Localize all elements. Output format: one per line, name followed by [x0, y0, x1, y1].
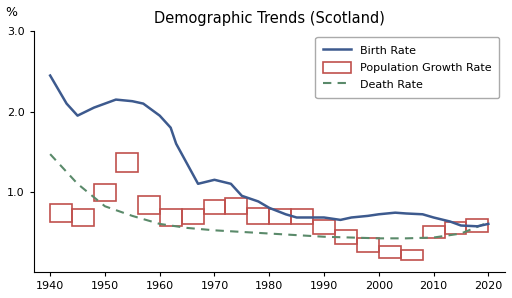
- Bar: [357, 238, 379, 252]
- Text: %: %: [6, 6, 17, 19]
- Bar: [182, 209, 203, 224]
- Bar: [225, 198, 247, 214]
- Title: Demographic Trends (Scotland): Demographic Trends (Scotland): [154, 11, 385, 26]
- Bar: [291, 209, 313, 224]
- Bar: [50, 204, 72, 222]
- Bar: [247, 208, 269, 224]
- Bar: [269, 209, 291, 224]
- Bar: [72, 209, 94, 226]
- Bar: [313, 220, 335, 234]
- Bar: [466, 219, 488, 232]
- Bar: [422, 226, 444, 238]
- Bar: [335, 230, 357, 244]
- Bar: [138, 196, 160, 214]
- Bar: [379, 246, 401, 257]
- Bar: [444, 222, 466, 234]
- Legend: Birth Rate, Population Growth Rate, Death Rate: Birth Rate, Population Growth Rate, Deat…: [315, 37, 499, 98]
- Bar: [116, 153, 138, 172]
- Bar: [203, 200, 225, 214]
- Bar: [401, 249, 422, 260]
- Bar: [160, 209, 182, 226]
- Bar: [94, 184, 116, 201]
